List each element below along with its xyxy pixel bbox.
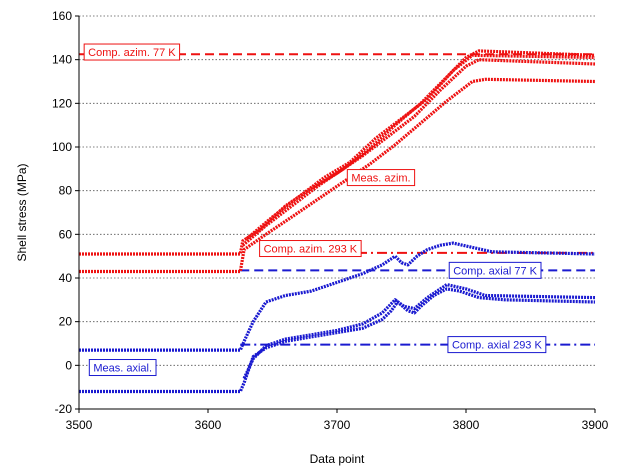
series-line (79, 58, 596, 256)
series-line (79, 241, 596, 352)
y-tick-label: 140 (52, 53, 72, 67)
annotation: Meas. axial. (88, 359, 157, 377)
annotation-text: Comp. azim. 77 K (88, 47, 176, 59)
annotation: Comp. azim. 293 K (259, 240, 362, 258)
annotation-box (346, 169, 416, 187)
series-line (241, 49, 596, 247)
y-tick-label: 0 (65, 358, 72, 372)
y-tick-label: 60 (59, 227, 73, 241)
y-tick-label: 40 (59, 271, 73, 285)
annotation-text: Comp. axial 77 K (453, 265, 537, 277)
annotation-box (259, 240, 362, 258)
grid-lines (79, 15, 595, 366)
annotation-box (448, 261, 542, 279)
annotation-box (83, 43, 181, 61)
annotation-text: Meas. azim. (351, 173, 410, 185)
annotation-text: Comp. axial 293 K (452, 340, 543, 352)
series-line (242, 283, 596, 380)
x-tick-label: 3600 (195, 418, 222, 432)
annotation: Comp. axial 77 K (448, 261, 542, 279)
annotation-box (88, 359, 157, 377)
y-tick-label: -20 (55, 402, 73, 416)
y-tick-label: 80 (59, 184, 73, 198)
x-tick-label: 3800 (453, 418, 480, 432)
annotation-text: Meas. axial. (93, 363, 152, 375)
x-tick-label: 3700 (324, 418, 351, 432)
annotation: Comp. axial 293 K (447, 336, 547, 354)
y-tick-labels: -20 0 20 40 60 80 100 120 140 160 (52, 9, 72, 416)
y-tick-label: 120 (52, 96, 72, 110)
annotation: Comp. azim. 77 K (83, 43, 181, 61)
y-tick-label: 160 (52, 9, 72, 23)
x-tick-label: 3900 (582, 418, 609, 432)
x-tick-labels: 3500 3600 3700 3800 3900 (66, 418, 609, 432)
plot-axes (75, 15, 596, 413)
annotation-box (447, 336, 547, 354)
annotations: Comp. azim. 77 K Meas. azim. Comp. azim. 2… (83, 43, 547, 377)
y-axis-label: Shell stress (MPa) (15, 163, 29, 261)
annotation: Meas. azim. (346, 169, 416, 187)
x-tick-label: 3500 (66, 418, 93, 432)
y-tick-label: 20 (59, 315, 73, 329)
data-series (79, 49, 596, 394)
x-axis-label: Data point (310, 452, 365, 466)
series-line (79, 287, 596, 394)
annotation-text: Comp. azim. 293 K (264, 244, 358, 256)
y-tick-label: 100 (52, 140, 72, 154)
series-line (245, 53, 596, 240)
